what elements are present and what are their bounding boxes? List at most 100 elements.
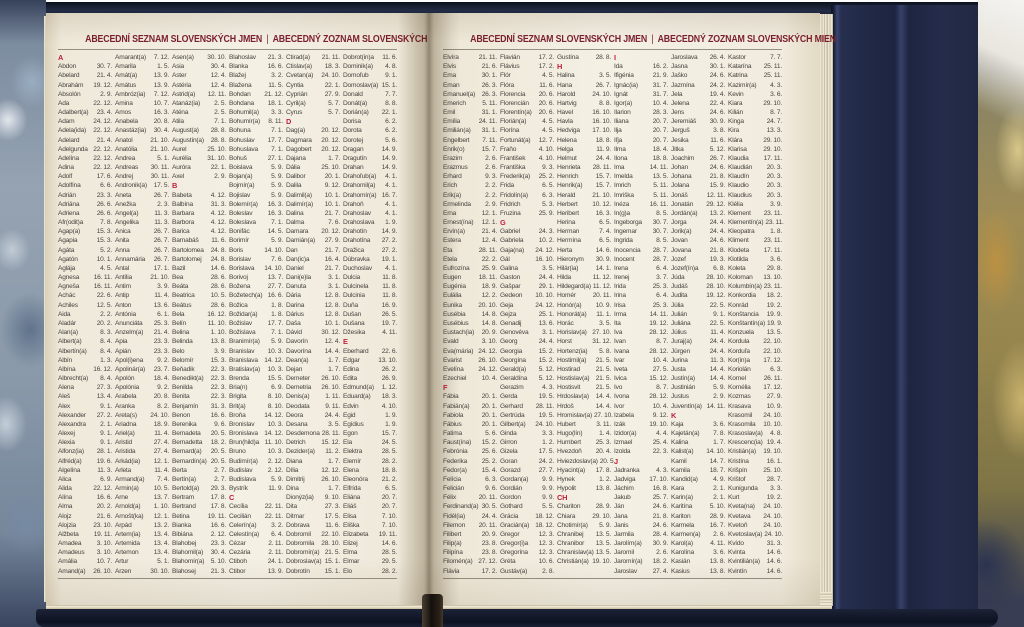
- name-text: Alan(a): [58, 329, 78, 337]
- name-row: Dulcia 11. 8.: [343, 273, 397, 282]
- name-row: Hubert 3. 11.: [557, 420, 611, 429]
- name-row: Estera 12. 4.: [443, 236, 497, 245]
- name-text: Demetria: [286, 384, 312, 392]
- nameday-date: 31. 3.: [210, 402, 227, 410]
- nameday-date: 22. 4.: [709, 99, 726, 107]
- nameday-date: 15. 3.: [96, 237, 113, 245]
- nameday-date: 4. 10.: [381, 402, 398, 410]
- name-row: Bela 16. 12.: [172, 310, 226, 319]
- name-row: Bronislav 10. 3.: [229, 420, 283, 429]
- name-text: Dobromil: [286, 530, 311, 538]
- name-text: Frederik(a): [500, 173, 531, 181]
- nameday-date: 1. 7.: [328, 457, 340, 465]
- name-row: Horst 31. 12.: [557, 337, 611, 346]
- name-text: Kalina: [671, 439, 689, 447]
- nameday-date: 2. 7.: [214, 475, 226, 483]
- name-row: Juliána 22. 5.: [671, 319, 725, 328]
- name-row: Hostisvit 21. 5.: [557, 383, 611, 392]
- name-row: Belín 11. 10.: [172, 319, 226, 328]
- name-row: Agnesa 16. 11.: [58, 273, 112, 282]
- nameday-date: 20. 3.: [766, 182, 783, 190]
- name-row: Dalina 21. 7.: [286, 209, 340, 218]
- name-row: Adolfína 6. 6.: [58, 181, 112, 190]
- name-text: Girron: [500, 439, 518, 447]
- name-row: Klotilda 3. 6.: [728, 255, 782, 264]
- name-row: Aristid 27. 4.: [115, 438, 169, 447]
- name-row: Elisa 7. 10.: [343, 512, 397, 521]
- nameday-date: 8. 4.: [100, 338, 112, 346]
- name-row: Berta 2. 7.: [172, 466, 226, 475]
- page-header: ABECEDNÍ SEZNAM SLOVENSKÝCH JMEN | ABECEDN…: [470, 33, 836, 45]
- name-row: Hieronym 30. 9.: [557, 255, 611, 264]
- name-row: Armin(a) 10. 5.: [115, 484, 169, 493]
- name-text: Blanka: [229, 63, 248, 71]
- name-text: Gaja(na): [500, 246, 525, 254]
- nameday-date: 25. 10.: [321, 164, 340, 172]
- name-row: Agneša 16. 11.: [58, 282, 112, 291]
- nameday-date: 18. 12.: [535, 512, 554, 520]
- name-text: Helga: [557, 145, 574, 153]
- nameday-date: 2. 6.: [713, 530, 725, 538]
- name-text: Božena: [229, 283, 251, 291]
- name-row: Izmael 25. 4.: [614, 438, 668, 447]
- name-row: Eduard(a) 18. 3.: [343, 392, 397, 401]
- name-row: Budimír(a) 2. 12.: [229, 457, 283, 466]
- nameday-date: 5. 9.: [271, 164, 283, 172]
- name-text: Kristína: [728, 457, 749, 465]
- name-text: Bonifác: [229, 228, 250, 236]
- name-row: Andreas 30. 11.: [115, 163, 169, 172]
- name-row: Adam 24. 12.: [58, 117, 112, 126]
- nameday-date: 24. 6.: [709, 72, 726, 80]
- name-text: Homér: [557, 292, 576, 300]
- name-row: Febrónia 25. 6.: [443, 447, 497, 456]
- name-text: Judita: [671, 292, 688, 300]
- name-text: Kvetava: [728, 512, 751, 520]
- name-row: Flávius 17. 2.: [500, 62, 554, 71]
- name-row: Abrahám 19. 12.: [58, 81, 112, 90]
- name-row: Drahomír(a) 16. 7.: [343, 191, 397, 200]
- name-row: Ivor 10. 4.: [614, 402, 668, 411]
- name-text: Gilbert(a): [500, 420, 526, 428]
- nameday-date: 12. 4.: [210, 72, 227, 80]
- nameday-date: 7. 1.: [271, 329, 283, 337]
- nameday-date: 25. 3.: [153, 319, 170, 327]
- name-row: Gabriel 24. 3.: [500, 227, 554, 236]
- name-text: Igor(a): [614, 99, 633, 107]
- name-row: Duchoslav 4. 1.: [343, 264, 397, 273]
- nameday-date: 17. 8.: [210, 494, 227, 502]
- name-text: Korduľa: [728, 347, 750, 355]
- name-text: Areta(s): [115, 411, 137, 419]
- name-text: Grácia: [500, 512, 519, 520]
- name-row: Herman 7. 4.: [557, 227, 611, 236]
- name-text: Bohdan: [229, 90, 251, 98]
- nameday-date: 5. 12.: [709, 145, 726, 153]
- nameday-date: 24. 10.: [592, 90, 611, 98]
- name-text: Gordan(a): [500, 475, 529, 483]
- name-row: Artem(ia) 13. 4.: [115, 530, 169, 539]
- name-text: Christián(a): [557, 558, 589, 566]
- nameday-date: 31. 1.: [481, 127, 498, 135]
- name-text: František: [500, 154, 526, 162]
- nameday-date: 1. 9.: [385, 219, 397, 227]
- name-row: Fruzina 25. 9.: [500, 209, 554, 218]
- name-row: Geraldína 5. 12.: [500, 374, 554, 383]
- name-text: Ingrida: [614, 237, 633, 245]
- name-row: Abelard 21. 4.: [58, 71, 112, 80]
- name-row: Aladár 20. 2.: [58, 319, 112, 328]
- nameday-date: 26. 7.: [595, 81, 612, 89]
- name-row: Irma 14. 11.: [614, 310, 668, 319]
- name-row: Flór 4. 5.: [500, 71, 554, 80]
- name-row: Gilbert(a) 24. 10.: [500, 420, 554, 429]
- nameday-date: 14. 12.: [264, 430, 283, 438]
- name-row: Domoslav(a) 15. 1.: [343, 81, 397, 90]
- name-text: Eliáš: [343, 503, 357, 511]
- nameday-date: 31. 7.: [652, 90, 669, 98]
- name-text: Jeremiáš: [671, 118, 697, 126]
- nameday-date: 23. 8.: [481, 540, 498, 548]
- nameday-date: 3. 9.: [770, 200, 782, 208]
- name-row: Ctibor 13. 9.: [229, 567, 283, 576]
- nameday-date: 22. 5.: [709, 301, 726, 309]
- name-row: Filipína 23. 8.: [443, 548, 497, 557]
- name-text: Ferdinand(a): [443, 503, 479, 511]
- name-text: Božidar(a): [229, 310, 258, 318]
